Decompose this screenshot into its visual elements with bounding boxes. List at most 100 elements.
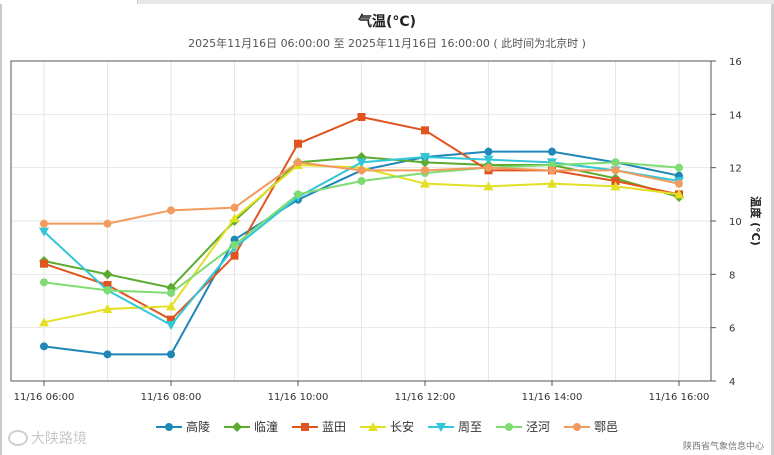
data-point (611, 166, 620, 175)
legend-label: 临潼 (253, 420, 278, 434)
legend-swatch-marker (367, 421, 378, 431)
data-point (674, 189, 684, 199)
y-tick-label: 14 (729, 110, 742, 121)
data-point (39, 227, 49, 237)
data-point (484, 147, 493, 156)
data-point (420, 157, 430, 168)
x-tick-label: 11/16 12:00 (395, 392, 456, 403)
legend-swatch-marker (231, 421, 242, 432)
data-point (420, 178, 430, 188)
legend-item[interactable]: 长安 (359, 418, 414, 435)
chart-title: 气温(°C) (357, 14, 417, 30)
legend-item[interactable]: 鄠邑 (564, 418, 618, 435)
legend-label: 高陵 (185, 420, 210, 434)
y-tick-label: 10 (729, 217, 742, 228)
y-tick-label: 16 (729, 57, 742, 68)
x-tick-label: 11/16 10:00 (268, 392, 329, 403)
y-axis-label: 温度 (°C) (749, 196, 763, 245)
data-point (167, 289, 175, 297)
data-point (40, 342, 48, 351)
y-tick-label: 8 (729, 270, 735, 281)
data-point (420, 153, 430, 162)
data-point (356, 158, 367, 168)
data-point (229, 213, 240, 223)
data-point (294, 158, 302, 167)
x-tick-label: 11/16 14:00 (522, 392, 583, 403)
x-tick-label: 11/16 16:00 (649, 392, 710, 403)
legend-swatch-icon (155, 422, 182, 431)
data-point (103, 350, 112, 359)
legend-swatch-marker (436, 422, 446, 432)
legend-item[interactable]: 临潼 (223, 418, 278, 435)
watermark-text: 大陕路境 (31, 431, 87, 447)
data-point (167, 206, 175, 215)
data-point (103, 286, 112, 295)
watermark-logo-icon (8, 430, 28, 446)
x-tick-label: 11/16 08:00 (141, 392, 202, 403)
data-point (675, 179, 683, 188)
data-point (484, 163, 493, 172)
legend-item[interactable]: 泾河 (496, 418, 550, 435)
data-point (483, 155, 494, 165)
data-point (547, 178, 557, 188)
data-point (357, 177, 366, 185)
legend-label: 鄠邑 (594, 420, 619, 434)
data-point (675, 163, 683, 172)
data-point (167, 350, 175, 359)
data-point (166, 301, 176, 311)
data-point (294, 139, 302, 148)
data-point (40, 278, 48, 287)
data-point (103, 219, 112, 228)
legend-swatch-icon (496, 422, 523, 431)
data-point (40, 219, 48, 228)
y-tick-label: 4 (729, 377, 735, 388)
data-point (40, 259, 48, 268)
data-point (483, 181, 494, 191)
data-point (166, 321, 176, 330)
data-point (611, 177, 620, 185)
legend-swatch-marker (505, 422, 514, 431)
series-6 (40, 158, 683, 228)
series-layer (39, 113, 684, 359)
data-point (548, 166, 556, 175)
data-point (548, 147, 556, 156)
legend-swatch-marker (300, 422, 309, 431)
legend-item[interactable]: 高陵 (155, 418, 210, 435)
y-tick-label: 6 (729, 324, 735, 335)
legend-label: 长安 (389, 420, 414, 434)
data-point (610, 181, 621, 191)
data-point (294, 190, 302, 199)
data-point (167, 315, 175, 324)
data-point (357, 113, 366, 121)
data-point (39, 317, 49, 327)
chart-subtitle: 2025年11月16日 06:00:00 至 2025年11月16日 16:00… (188, 37, 586, 50)
data-point (102, 304, 113, 313)
legend-swatch-icon (428, 422, 454, 432)
legend-label: 蓝田 (321, 420, 346, 434)
data-point (230, 241, 239, 249)
x-tick-label: 11/16 06:00 (14, 392, 75, 403)
y-axis: 4 6 8 10 12 14 16 (711, 57, 742, 388)
legend-swatch-marker (164, 422, 173, 431)
watermark: 大陕路境 (8, 428, 87, 448)
legend-swatch-marker (573, 422, 582, 431)
data-point (421, 126, 429, 135)
credit-text: 陕西省气象信息中心 (682, 442, 764, 452)
frame-border-left (0, 4, 2, 455)
y-tick-label: 12 (729, 164, 742, 175)
legend: 高陵 临潼 蓝田 长安 周至 泾河 鄠邑 (0, 418, 774, 435)
data-point (102, 269, 113, 280)
legend-swatch-icon (291, 422, 318, 431)
active-tab (0, 0, 138, 4)
legend-label: 周至 (458, 420, 483, 434)
x-axis: 11/16 06:00 11/16 08:00 11/16 10:00 11/16 1… (14, 381, 710, 403)
frame-border-right (771, 4, 774, 455)
legend-item[interactable]: 周至 (428, 418, 482, 435)
data-point (357, 166, 366, 175)
data-point (611, 158, 620, 167)
legend-swatch-icon (564, 422, 591, 431)
legend-item[interactable]: 蓝田 (291, 418, 346, 435)
data-point (230, 203, 239, 212)
data-point (230, 251, 239, 260)
